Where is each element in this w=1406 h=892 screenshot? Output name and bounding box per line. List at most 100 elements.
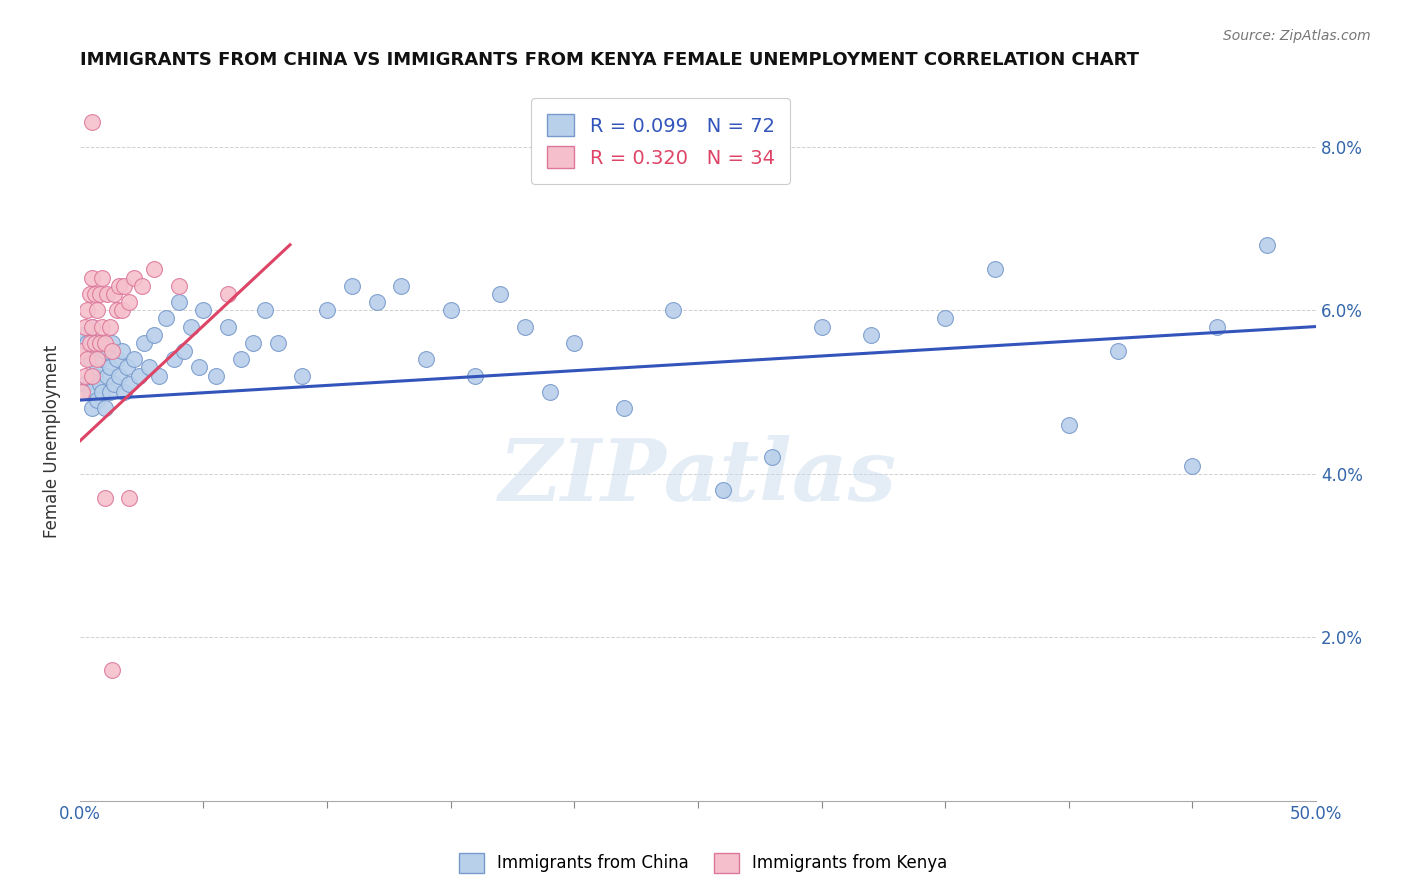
Point: [118, 491, 141, 506]
Point: [83, 335, 105, 350]
Point: [859, 327, 882, 342]
Point: [82, 115, 104, 129]
Point: [83, 344, 105, 359]
Point: [112, 278, 135, 293]
Point: [83, 286, 105, 301]
Point: [761, 450, 783, 465]
Point: [98, 360, 121, 375]
Text: ZIPatlas: ZIPatlas: [499, 435, 897, 518]
Point: [266, 335, 288, 350]
Point: [98, 319, 121, 334]
Point: [73, 376, 96, 391]
Point: [72, 384, 94, 399]
Point: [662, 303, 685, 318]
Point: [79, 335, 101, 350]
Point: [167, 295, 190, 310]
Point: [1181, 458, 1204, 473]
Point: [89, 286, 111, 301]
Point: [82, 270, 104, 285]
Point: [93, 344, 115, 359]
Point: [538, 384, 561, 399]
Point: [82, 319, 104, 334]
Point: [562, 335, 585, 350]
Point: [91, 319, 114, 334]
Point: [82, 368, 104, 383]
Point: [76, 352, 98, 367]
Point: [89, 376, 111, 391]
Point: [128, 368, 150, 383]
Point: [1256, 237, 1278, 252]
Point: [112, 384, 135, 399]
Legend: Immigrants from China, Immigrants from Kenya: Immigrants from China, Immigrants from K…: [451, 847, 955, 880]
Point: [163, 352, 186, 367]
Point: [103, 376, 125, 391]
Point: [217, 286, 239, 301]
Point: [316, 303, 339, 318]
Point: [143, 327, 166, 342]
Point: [89, 335, 111, 350]
Y-axis label: Female Unemployment: Female Unemployment: [44, 344, 60, 538]
Point: [193, 303, 215, 318]
Point: [464, 368, 486, 383]
Point: [138, 360, 160, 375]
Point: [86, 360, 108, 375]
Point: [93, 491, 115, 506]
Point: [105, 352, 128, 367]
Point: [711, 483, 734, 497]
Point: [96, 368, 118, 383]
Point: [82, 401, 104, 416]
Point: [101, 663, 124, 677]
Point: [91, 270, 114, 285]
Point: [73, 319, 96, 334]
Point: [93, 335, 115, 350]
Point: [89, 335, 111, 350]
Legend: R = 0.099   N = 72, R = 0.320   N = 34: R = 0.099 N = 72, R = 0.320 N = 34: [531, 98, 790, 184]
Point: [340, 278, 363, 293]
Point: [91, 384, 114, 399]
Point: [167, 278, 190, 293]
Point: [134, 335, 156, 350]
Point: [86, 393, 108, 408]
Point: [101, 344, 124, 359]
Point: [205, 368, 228, 383]
Point: [108, 368, 131, 383]
Point: [72, 327, 94, 342]
Point: [440, 303, 463, 318]
Point: [489, 286, 512, 301]
Point: [96, 286, 118, 301]
Point: [1206, 319, 1229, 334]
Point: [118, 376, 141, 391]
Point: [79, 384, 101, 399]
Point: [389, 278, 412, 293]
Point: [122, 270, 145, 285]
Point: [101, 335, 124, 350]
Point: [122, 352, 145, 367]
Point: [229, 352, 252, 367]
Point: [983, 262, 1005, 277]
Point: [148, 368, 170, 383]
Point: [513, 319, 536, 334]
Point: [131, 278, 153, 293]
Point: [111, 344, 134, 359]
Point: [254, 303, 277, 318]
Point: [73, 368, 96, 383]
Point: [291, 368, 314, 383]
Point: [72, 344, 94, 359]
Point: [173, 344, 195, 359]
Point: [187, 360, 209, 375]
Point: [1057, 417, 1080, 432]
Point: [155, 311, 177, 326]
Text: IMMIGRANTS FROM CHINA VS IMMIGRANTS FROM KENYA FEMALE UNEMPLOYMENT CORRELATION C: IMMIGRANTS FROM CHINA VS IMMIGRANTS FROM…: [80, 51, 1139, 69]
Point: [613, 401, 636, 416]
Point: [79, 286, 101, 301]
Point: [82, 319, 104, 334]
Point: [934, 311, 956, 326]
Point: [91, 352, 114, 367]
Point: [118, 295, 141, 310]
Point: [111, 303, 134, 318]
Point: [86, 352, 108, 367]
Point: [76, 335, 98, 350]
Point: [103, 286, 125, 301]
Point: [180, 319, 202, 334]
Point: [98, 384, 121, 399]
